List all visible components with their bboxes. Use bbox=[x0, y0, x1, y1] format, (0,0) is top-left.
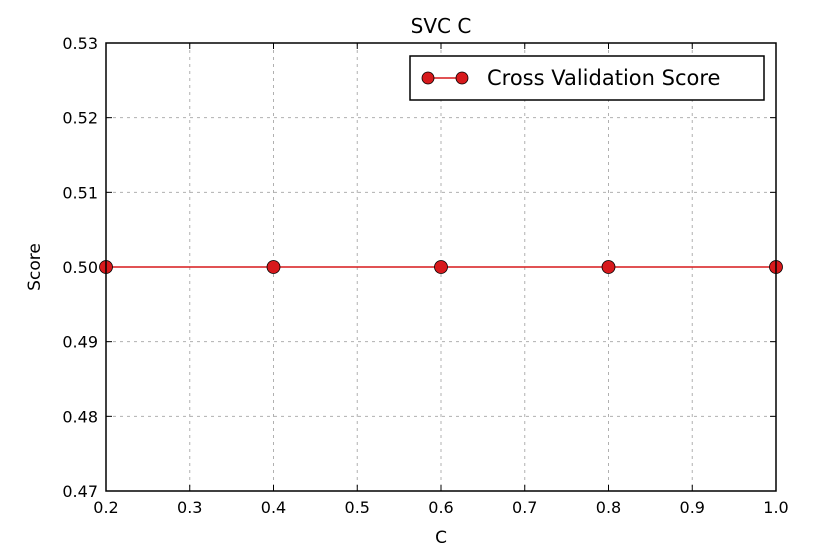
plot-frame bbox=[105, 42, 777, 492]
x-axis-label: C bbox=[435, 528, 447, 548]
legend: Cross Validation Score bbox=[409, 55, 765, 101]
y-tick-label: 0.51 bbox=[62, 183, 98, 202]
x-tick-label: 0.9 bbox=[680, 498, 705, 517]
legend-marker-left bbox=[421, 71, 435, 85]
y-tick-label: 0.53 bbox=[62, 34, 98, 53]
y-tick-label: 0.49 bbox=[62, 333, 98, 352]
y-tick-label: 0.47 bbox=[62, 482, 98, 501]
x-tick-label: 0.5 bbox=[345, 498, 370, 517]
x-tick-label: 0.4 bbox=[261, 498, 286, 517]
y-axis-label: Score bbox=[25, 243, 45, 291]
x-tick-label: 0.3 bbox=[177, 498, 202, 517]
data-point bbox=[601, 260, 616, 274]
data-point bbox=[434, 260, 448, 274]
data-point bbox=[266, 260, 281, 274]
series-layer bbox=[99, 260, 783, 274]
legend-marker-right bbox=[455, 71, 469, 85]
x-tick-label: 0.8 bbox=[596, 498, 621, 517]
chart-title: SVC C bbox=[411, 14, 472, 38]
x-tick-label: 0.2 bbox=[93, 498, 118, 517]
ticks-layer: 0.2 0.3 0.4 0.5 0.6 0.7 0.8 0.9 1.0 0.47 0.48 0.49 0… bbox=[62, 34, 788, 517]
x-tick-label: 1.0 bbox=[763, 498, 788, 517]
legend-box bbox=[409, 55, 765, 101]
x-tick-label: 0.7 bbox=[512, 498, 537, 517]
x-tick-label: 0.6 bbox=[428, 498, 453, 517]
y-tick-label: 0.48 bbox=[62, 407, 98, 426]
legend-label: Cross Validation Score bbox=[487, 66, 720, 90]
y-tick-label: 0.50 bbox=[62, 258, 98, 277]
y-tick-label: 0.52 bbox=[62, 109, 98, 128]
